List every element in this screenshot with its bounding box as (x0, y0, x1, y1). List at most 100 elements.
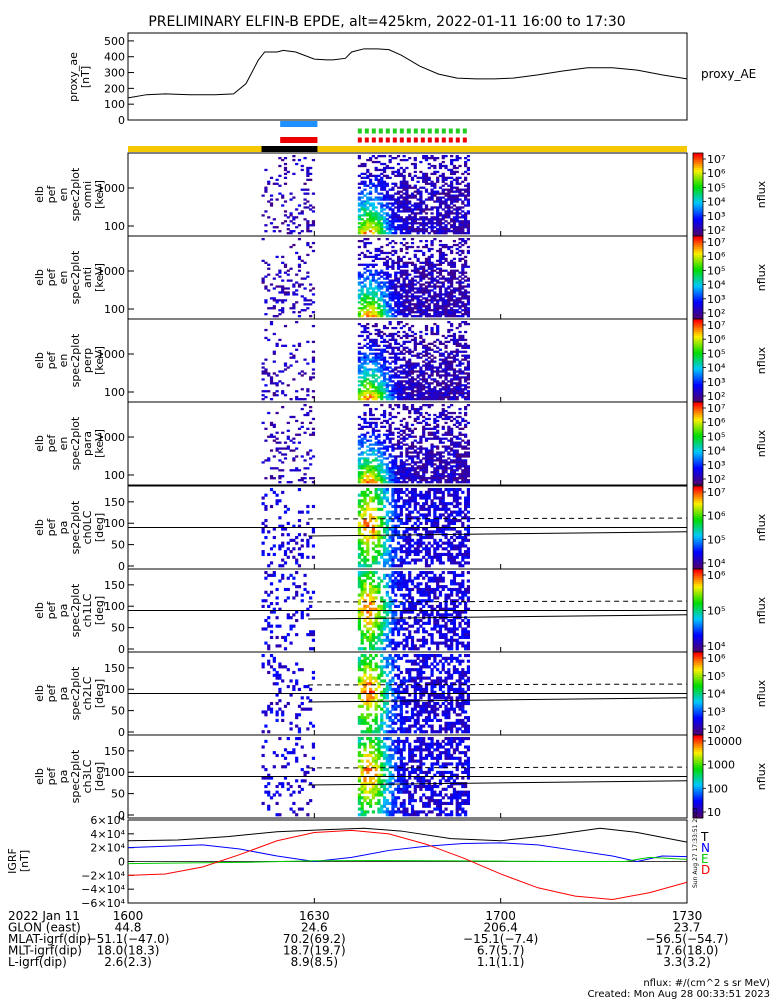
spectrogram-cell (442, 297, 445, 299)
spectrogram-cell (433, 157, 436, 159)
spectrogram-cell (447, 195, 450, 197)
spectrogram-cell (380, 272, 383, 274)
spectrogram-cell (461, 394, 464, 396)
spectrogram-cell (400, 384, 403, 386)
spectrogram-cell (450, 159, 453, 161)
spectrogram-cell (419, 469, 422, 471)
spectrogram-cell (428, 550, 431, 553)
spectrogram-cell (405, 278, 408, 280)
spectrogram-cell (372, 382, 375, 384)
spectrogram-cell (394, 218, 397, 220)
spectrogram-cell (447, 210, 450, 212)
spectrogram-cell (358, 240, 361, 242)
spectrogram-cell (433, 479, 436, 481)
spectrogram-cell (312, 530, 315, 533)
spectrogram-cell (380, 228, 383, 230)
spectrogram-cell (428, 349, 431, 351)
spectrogram-cell (408, 428, 411, 430)
spectrogram-cell (453, 258, 456, 260)
spectrogram-cell (444, 519, 447, 522)
spectrogram-cell (411, 262, 414, 264)
spectrogram-cell (433, 398, 436, 400)
spectrogram-cell (464, 481, 467, 483)
spectrogram-cell (442, 477, 445, 479)
spectrogram-cell (428, 198, 431, 200)
spectrogram-cell (400, 475, 403, 477)
spectrogram-cell (380, 374, 383, 376)
spectrogram-cell (450, 416, 453, 418)
spectrogram-cell (375, 473, 378, 475)
spectrogram-cell (461, 315, 464, 317)
spectrogram-cell (464, 359, 467, 361)
spectrogram-cell (428, 305, 431, 307)
spectrogram-cell (270, 475, 273, 477)
colorbar-3-tick-label: 10³ (707, 459, 725, 472)
spectrogram-cell (458, 311, 461, 313)
spectrogram-cell (439, 293, 442, 295)
spectrogram-cell (389, 412, 392, 414)
spectrogram-cell (447, 291, 450, 293)
spectrogram-cell (303, 202, 306, 204)
spectrogram-cell (456, 481, 459, 483)
spectrogram-cell (467, 315, 470, 317)
spectrogram-cell (411, 457, 414, 459)
spectrogram-cell (363, 339, 366, 341)
spectrogram-cell (386, 372, 389, 374)
spectrogram-cell (444, 542, 447, 545)
spectrogram-cell (397, 465, 400, 467)
spectrogram-cell (369, 264, 372, 266)
spectrogram-cell (375, 430, 378, 432)
spectrogram-cell (444, 260, 447, 262)
spectrogram-cell (391, 499, 394, 502)
spectrogram-cell (372, 291, 375, 293)
spectrogram-cell (447, 522, 450, 525)
spectrogram-cell (456, 359, 459, 361)
spectrogram-cell (391, 212, 394, 214)
spectrogram-cell (400, 477, 403, 479)
spectrogram-cell (405, 189, 408, 191)
spectrogram-cell (425, 428, 428, 430)
spectrogram-cell (450, 335, 453, 337)
spectrogram-cell (389, 477, 392, 479)
spectrogram-cell (375, 491, 378, 494)
spectrogram-cell (408, 200, 411, 202)
spectrogram-cell (400, 388, 403, 390)
spectrogram-cell (425, 550, 428, 553)
spectrogram-cell (369, 196, 372, 198)
spectrogram-cell (450, 220, 453, 222)
spectrogram-cell (453, 311, 456, 313)
spectrogram-cell (301, 189, 304, 191)
spectrogram-cell (366, 228, 369, 230)
spectrogram-cell (408, 341, 411, 343)
spectrogram-cell (408, 479, 411, 481)
spectrogram-cell (391, 392, 394, 394)
spectrogram-cell (303, 533, 306, 536)
spectrogram-cell (284, 561, 287, 564)
spectrogram-cell (281, 222, 284, 224)
spectrogram-cell (467, 291, 470, 293)
spectrogram-cell (403, 390, 406, 392)
spectrogram-cell (442, 252, 445, 254)
spectrogram-cell (419, 477, 422, 479)
spectrogram-cell (436, 177, 439, 179)
spectrogram-cell (450, 202, 453, 204)
spectrogram-cell (425, 477, 428, 479)
spectrogram-cell (278, 185, 281, 187)
spectrogram-cell (414, 449, 417, 451)
spectrogram-cell (278, 291, 281, 293)
spectrogram-cell (303, 157, 306, 159)
spectrogram-cell (447, 544, 450, 547)
spectrogram-cell (430, 519, 433, 522)
spectrogram-cell (411, 378, 414, 380)
spectrogram-cell (306, 200, 309, 202)
spectrogram-cell (270, 467, 273, 469)
spectrogram-cell (467, 285, 470, 287)
spectrogram-cell (276, 442, 279, 444)
spectrogram-cell (436, 295, 439, 297)
spectrogram-cell (403, 206, 406, 208)
spectrogram-cell (461, 455, 464, 457)
spectrogram-cell (295, 396, 298, 398)
spectrogram-cell (380, 386, 383, 388)
spectrogram-cell (458, 376, 461, 378)
spectrogram-cell (394, 386, 397, 388)
